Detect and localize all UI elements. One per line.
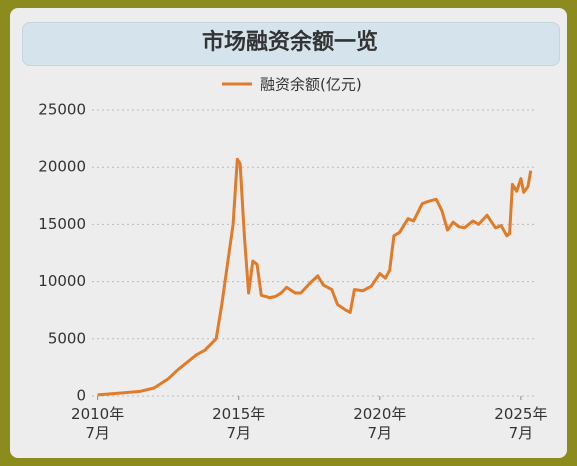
y-tick-label: 0 bbox=[76, 387, 86, 405]
chart-title: 市场融资余额一览 bbox=[201, 30, 378, 55]
x-tick-label: 2025年 7月 bbox=[494, 405, 548, 442]
data-line bbox=[97, 157, 533, 397]
y-tick-label: 15000 bbox=[38, 215, 86, 233]
x-tick-label: 2010年 7月 bbox=[71, 405, 125, 442]
x-tick-label: 2020年 7月 bbox=[353, 405, 407, 442]
x-tick-label: 2015年 7月 bbox=[212, 405, 266, 442]
y-tick-label: 20000 bbox=[38, 158, 86, 176]
title-bar bbox=[22, 22, 560, 66]
panel bbox=[10, 8, 567, 458]
y-tick-label: 25000 bbox=[38, 101, 86, 119]
y-tick-label: 5000 bbox=[48, 329, 86, 347]
y-tick-label: 10000 bbox=[38, 272, 86, 290]
legend-label: 融资余额(亿元) bbox=[260, 76, 362, 94]
